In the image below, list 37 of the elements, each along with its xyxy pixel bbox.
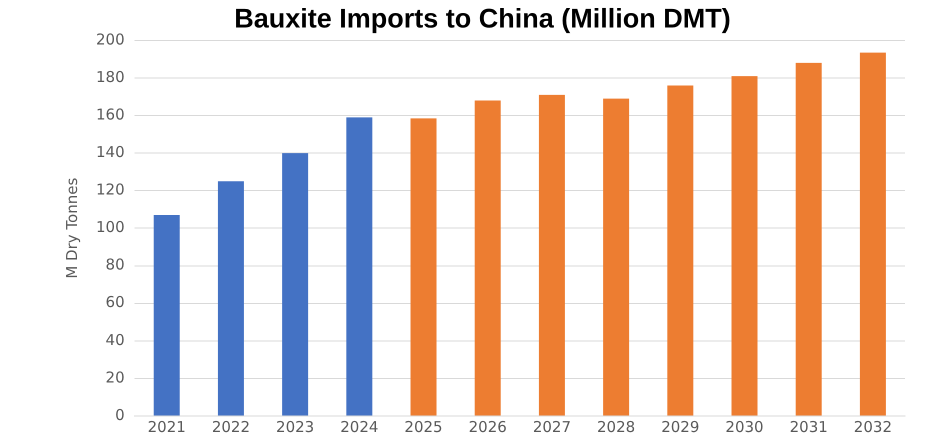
y-tick-label: 200 <box>96 30 125 48</box>
x-tick-label: 2029 <box>661 418 700 436</box>
x-tick-label: 2032 <box>854 418 892 436</box>
y-tick-label: 40 <box>106 330 125 349</box>
bar <box>667 85 694 416</box>
y-tick-label: 180 <box>96 68 125 86</box>
x-tick-label: 2026 <box>468 418 507 436</box>
bar <box>218 181 244 416</box>
y-axis-title: M Dry Tonnes <box>62 178 81 279</box>
y-tick-label: 140 <box>96 142 125 161</box>
y-tick-label: 120 <box>96 180 125 199</box>
x-tick-label: 2024 <box>340 418 378 436</box>
x-tick-label: 2025 <box>404 418 443 436</box>
bar <box>732 76 758 416</box>
bar <box>538 94 565 416</box>
bar <box>860 52 886 416</box>
x-tick-label: 2028 <box>597 418 636 436</box>
bar <box>346 117 372 416</box>
bar <box>603 98 630 416</box>
bar <box>154 215 180 416</box>
y-tick-label: 100 <box>96 218 125 236</box>
bar <box>282 153 308 416</box>
bar <box>410 118 437 416</box>
y-tick-label: 20 <box>106 368 125 386</box>
x-tick-label: 2030 <box>725 418 764 436</box>
x-tick-label: 2022 <box>212 418 250 436</box>
y-tick-label: 0 <box>115 406 125 424</box>
x-tick-label: 2031 <box>790 418 828 436</box>
y-tick-label: 80 <box>106 256 125 274</box>
bar <box>474 100 501 416</box>
x-tick-label: 2027 <box>532 418 572 436</box>
bar <box>796 62 822 416</box>
chart-title: Bauxite Imports to China (Million DMT) <box>234 4 731 34</box>
x-tick-label: 2021 <box>148 418 186 436</box>
y-tick-label: 160 <box>96 105 125 124</box>
x-tick-label: 2023 <box>276 418 314 436</box>
y-tick-label: 60 <box>106 293 125 312</box>
